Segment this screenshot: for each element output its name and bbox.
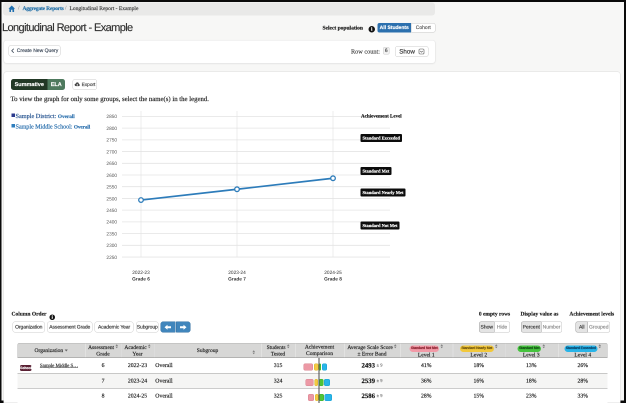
svg-text:2800: 2800 [106,126,117,132]
svg-text:2400: 2400 [106,220,117,226]
svg-text:2350: 2350 [106,231,117,237]
svg-text:2600: 2600 [106,173,117,179]
svg-text:2750: 2750 [106,138,117,144]
svg-text:2024-25: 2024-25 [324,270,341,276]
svg-text:2450: 2450 [106,208,117,214]
svg-text:2250: 2250 [106,255,117,261]
svg-text:2500: 2500 [106,196,117,202]
svg-text:2550: 2550 [106,185,117,191]
svg-text:2850: 2850 [106,114,117,120]
svg-text:2700: 2700 [106,149,117,155]
svg-text:Grade 7: Grade 7 [228,277,246,283]
svg-text:2300: 2300 [106,243,117,249]
svg-text:Grade 8: Grade 8 [324,277,342,283]
svg-text:2022-23: 2022-23 [132,270,149,276]
svg-text:2650: 2650 [106,161,117,167]
svg-text:Grade 6: Grade 6 [132,277,150,283]
svg-text:2023-24: 2023-24 [228,270,245,276]
